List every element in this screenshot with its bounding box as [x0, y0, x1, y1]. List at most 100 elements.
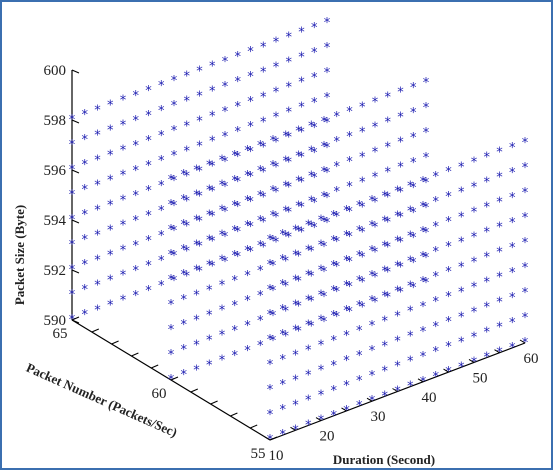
data-point: * — [267, 383, 274, 398]
data-point: * — [244, 344, 251, 359]
data-point: * — [318, 389, 325, 404]
data-point: * — [372, 295, 379, 310]
data-point: * — [270, 234, 277, 249]
data-point: * — [286, 206, 293, 221]
data-point: * — [209, 85, 216, 100]
y-tick-mark — [468, 358, 475, 363]
data-point: * — [206, 308, 213, 323]
data-point: * — [484, 326, 491, 341]
data-point: * — [318, 414, 325, 429]
data-point: * — [260, 215, 267, 230]
data-point: * — [107, 298, 114, 313]
data-point: * — [334, 135, 341, 150]
data-point: * — [298, 176, 305, 191]
data-point: * — [82, 183, 89, 198]
data-point: * — [283, 179, 290, 194]
data-point: * — [219, 279, 226, 294]
data-point: * — [120, 244, 127, 259]
data-point: * — [133, 239, 140, 254]
data-point: * — [321, 315, 328, 330]
data-point: * — [359, 275, 366, 290]
data-point: * — [343, 279, 350, 294]
data-point: * — [267, 283, 274, 298]
data-point: * — [407, 180, 414, 195]
data-point: * — [305, 243, 312, 258]
data-point: * — [158, 254, 165, 269]
data-point: * — [168, 298, 175, 313]
data-point: * — [385, 91, 392, 106]
data-point: * — [471, 155, 478, 170]
data-point: * — [209, 210, 216, 225]
data-point: * — [509, 266, 516, 281]
data-point: * — [410, 131, 417, 146]
data-point: * — [324, 91, 331, 106]
data-point: * — [273, 210, 280, 225]
data-point: * — [222, 205, 229, 220]
data-point: * — [292, 423, 299, 438]
data-point: * — [324, 16, 331, 31]
data-point: * — [522, 336, 529, 351]
data-point: * — [410, 156, 417, 171]
data-point: * — [458, 185, 465, 200]
data-point: * — [394, 310, 401, 325]
y-tick-mark — [290, 426, 296, 431]
data-point: * — [292, 323, 299, 338]
data-point: * — [257, 139, 264, 154]
data-point: * — [82, 133, 89, 148]
data-point: * — [324, 66, 331, 81]
data-point: * — [423, 251, 430, 266]
data-point: * — [298, 151, 305, 166]
data-point: * — [196, 140, 203, 155]
data-point: * — [496, 171, 503, 186]
data-point: * — [343, 379, 350, 394]
data-point: * — [69, 188, 76, 203]
data-point: * — [496, 196, 503, 211]
data-point: * — [359, 200, 366, 215]
data-point: * — [145, 259, 152, 274]
data-point: * — [273, 185, 280, 200]
data-point: * — [286, 31, 293, 46]
data-point: * — [219, 254, 226, 269]
data-point: * — [267, 408, 274, 423]
data-point: * — [496, 346, 503, 361]
y-tick-label: 10 — [269, 448, 284, 464]
data-point: * — [308, 295, 315, 310]
data-point: * — [484, 251, 491, 266]
data-point: * — [168, 173, 175, 188]
data-point: * — [484, 301, 491, 316]
data-point: * — [193, 213, 200, 228]
ticks-group: 590 592 594 596 598 600 55 60 65 10 20 30 40 50 60 — [44, 63, 539, 464]
data-point: * — [321, 190, 328, 205]
data-point: * — [82, 108, 89, 123]
data-point: * — [382, 339, 389, 354]
data-point: * — [385, 291, 392, 306]
y-tick-mark — [392, 388, 398, 392]
data-point: * — [423, 126, 430, 141]
data-point: * — [321, 240, 328, 255]
data-point: * — [292, 273, 299, 288]
data-point: * — [94, 203, 101, 218]
data-point: * — [471, 355, 478, 370]
data-point: * — [407, 205, 414, 220]
data-point: * — [107, 148, 114, 163]
data-point: * — [311, 171, 318, 186]
data-point: * — [385, 141, 392, 156]
data-point: * — [235, 250, 242, 265]
data-point: * — [334, 310, 341, 325]
data-point: * — [145, 84, 152, 99]
data-point: * — [171, 149, 178, 164]
data-point: * — [308, 145, 315, 160]
data-point: * — [283, 154, 290, 169]
data-point: * — [331, 309, 338, 324]
data-point: * — [318, 339, 325, 354]
data-point: * — [471, 205, 478, 220]
data-point: * — [280, 353, 287, 368]
data-point: * — [196, 165, 203, 180]
data-point: * — [394, 260, 401, 275]
data-point: * — [171, 99, 178, 114]
data-point: * — [295, 250, 302, 265]
data-point: * — [193, 163, 200, 178]
data-point: * — [308, 270, 315, 285]
data-point: * — [420, 200, 427, 215]
